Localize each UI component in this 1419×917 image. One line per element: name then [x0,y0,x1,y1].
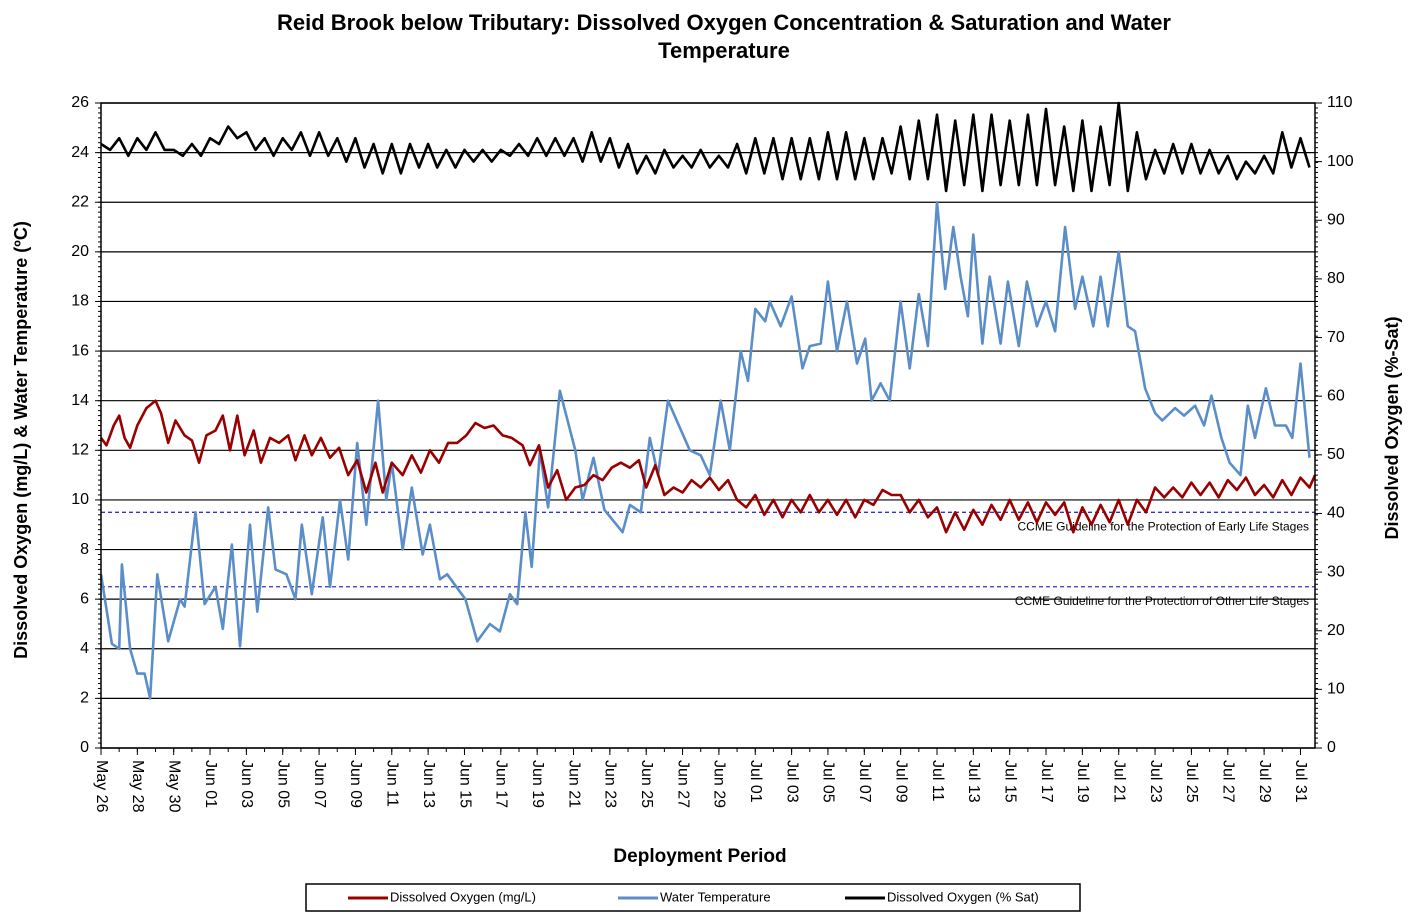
x-tick-label: Jul 29 [1256,760,1273,803]
x-tick-label: May 28 [129,760,146,813]
legend-box [305,883,1081,912]
x-tick-label: Jun 21 [565,760,582,808]
x-tick-label: Jul 11 [929,760,946,802]
y-tick-label: 10 [71,491,89,508]
x-tick-label: May 26 [93,760,110,813]
x-tick-label: Jun 11 [384,760,401,807]
title-line: Reid Brook below Tributary: Dissolved Ox… [277,10,1171,35]
title-line: Temperature [658,38,790,63]
x-tick-label: Jun 15 [456,760,473,808]
x-tick-label: Jul 09 [892,760,909,803]
y-tick-label: 8 [80,541,89,558]
y-tick-label: 24 [71,144,89,161]
x-tick-label: Jun 09 [347,760,364,808]
y-tick-label: 26 [71,94,89,111]
y-axis-title: Dissolved Oxygen (mg/L) & Water Temperat… [11,221,31,659]
x-tick-label: May 30 [165,760,182,813]
y2-tick-label: 50 [1327,446,1345,463]
y-tick-label: 14 [71,392,89,409]
x-tick-label: Jul 25 [1183,760,1200,803]
y-tick-label: 16 [71,342,89,359]
x-tick-label: Jul 27 [1220,760,1237,803]
y2-tick-label: 40 [1327,505,1345,522]
y2-tick-label: 60 [1327,387,1345,404]
y-tick-label: 0 [80,739,89,756]
plot-frame [100,102,1316,749]
y2-tick-label: 0 [1327,739,1336,756]
reference-label: CCME Guideline for the Protection of Ear… [1018,519,1309,533]
x-tick-label: Jul 31 [1292,760,1309,803]
x-tick-label: Jun 03 [238,760,255,808]
x-tick-label: Jun 19 [529,760,546,808]
chart-title: Reid Brook below Tributary: Dissolved Ox… [277,10,1171,63]
x-tick-label: Jul 15 [1001,760,1018,803]
x-tick-label: Jul 21 [1110,760,1127,803]
x-tick-label: Jun 25 [638,760,655,808]
y2-axis-title: Dissolved Oxygen (%-Sat) [1382,316,1402,539]
reference-label: CCME Guideline for the Protection of Oth… [1015,594,1309,608]
x-tick-label: Jun 17 [493,760,510,808]
x-tick-label: Jul 17 [1038,760,1055,803]
y-tick-label: 22 [71,193,89,210]
y-tick-label: 4 [80,640,89,657]
x-tick-label: Jun 07 [311,760,328,808]
y-tick-label: 12 [71,442,89,459]
y2-tick-label: 20 [1327,622,1345,639]
x-tick-label: Jul 19 [1074,760,1091,803]
x-axis-title: Deployment Period [613,846,786,867]
y-tick-label: 20 [71,243,89,260]
legend-label: Water Temperature [660,889,771,904]
data-line [99,200,1311,700]
x-tick-label: Jul 01 [747,760,764,803]
x-tick-label: Jul 07 [856,760,873,803]
y2-tick-label: 30 [1327,563,1345,580]
x-tick-label: Jun 23 [602,760,619,808]
y-tick-label: 2 [80,690,89,707]
legend-label: Dissolved Oxygen (mg/L) [390,889,536,904]
x-tick-label: Jun 01 [202,760,219,808]
legend-label: Dissolved Oxygen (% Sat) [887,889,1039,904]
y2-tick-label: 110 [1327,94,1353,111]
x-tick-label: Jun 05 [275,760,292,808]
y2-tick-label: 90 [1327,211,1345,228]
x-tick-label: Jul 05 [820,760,837,803]
y2-tick-label: 70 [1327,329,1345,346]
x-tick-label: Jun 27 [674,760,691,808]
y2-tick-label: 80 [1327,270,1345,287]
x-tick-label: Jul 03 [783,760,800,803]
x-tick-label: Jul 13 [965,760,982,803]
x-tick-label: Jul 23 [1147,760,1164,803]
y-tick-label: 18 [71,293,89,310]
x-tick-label: Jun 29 [711,760,728,808]
data-line [99,399,1317,534]
x-tick-label: Jun 13 [420,760,437,808]
y2-tick-label: 100 [1327,153,1354,170]
y-tick-label: 6 [80,590,89,607]
y2-tick-label: 10 [1327,681,1345,698]
data-line [100,101,1311,193]
